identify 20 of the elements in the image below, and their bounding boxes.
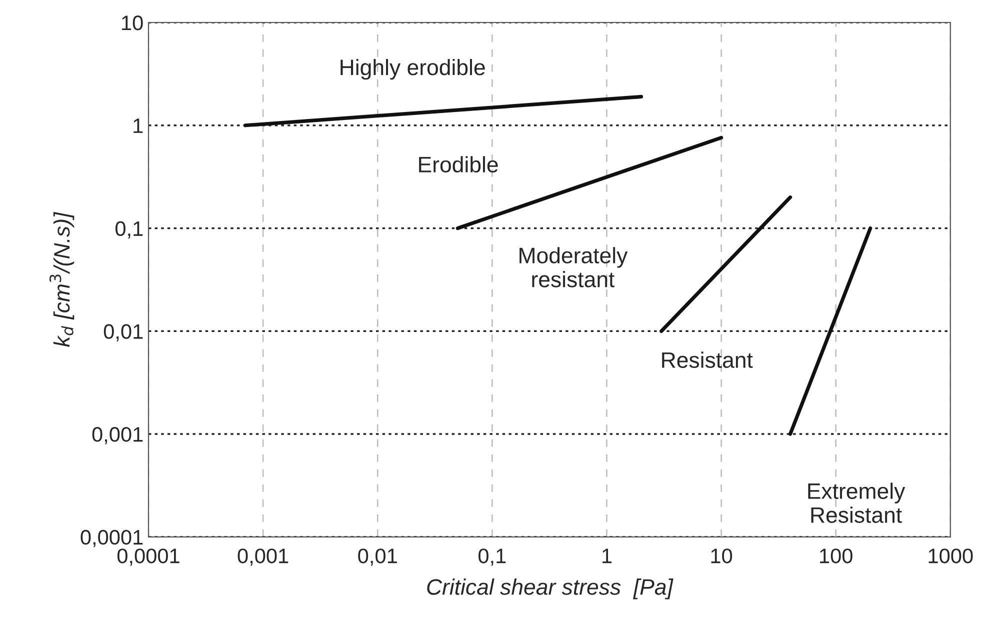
- y-axis-title: k$_{d}$ [cm$^{3}$/(N.s)]: [49, 212, 74, 347]
- x-tick-label: 0,1: [478, 548, 506, 566]
- y-tick-label: 0,0001: [80, 530, 143, 548]
- annotation: Highly erodible: [340, 58, 485, 80]
- x-tick-label: 1: [602, 548, 612, 564]
- x-tick-label: 0,001: [238, 548, 288, 566]
- annotation: Resistant: [662, 352, 753, 368]
- x-tick-label: 0,01: [358, 548, 397, 566]
- y-tick-label: 0,01: [104, 324, 143, 342]
- annotation: Moderately resistant: [520, 247, 628, 288]
- y-tick-label: 10: [122, 16, 143, 30]
- x-tick-label: 100: [820, 548, 852, 564]
- x-axis-title: Critical shear stress [Pa]: [427, 578, 674, 600]
- annotation: Extremely Resistant: [808, 482, 906, 523]
- y-tick-label: 0,1: [115, 221, 143, 238]
- y-tick-label: 1: [134, 118, 143, 133]
- x-tick-label: 1000: [928, 548, 973, 564]
- y-tick-label: 0,001: [92, 427, 143, 444]
- annotation: Erodible: [419, 156, 498, 172]
- x-tick-label: 10: [711, 548, 732, 564]
